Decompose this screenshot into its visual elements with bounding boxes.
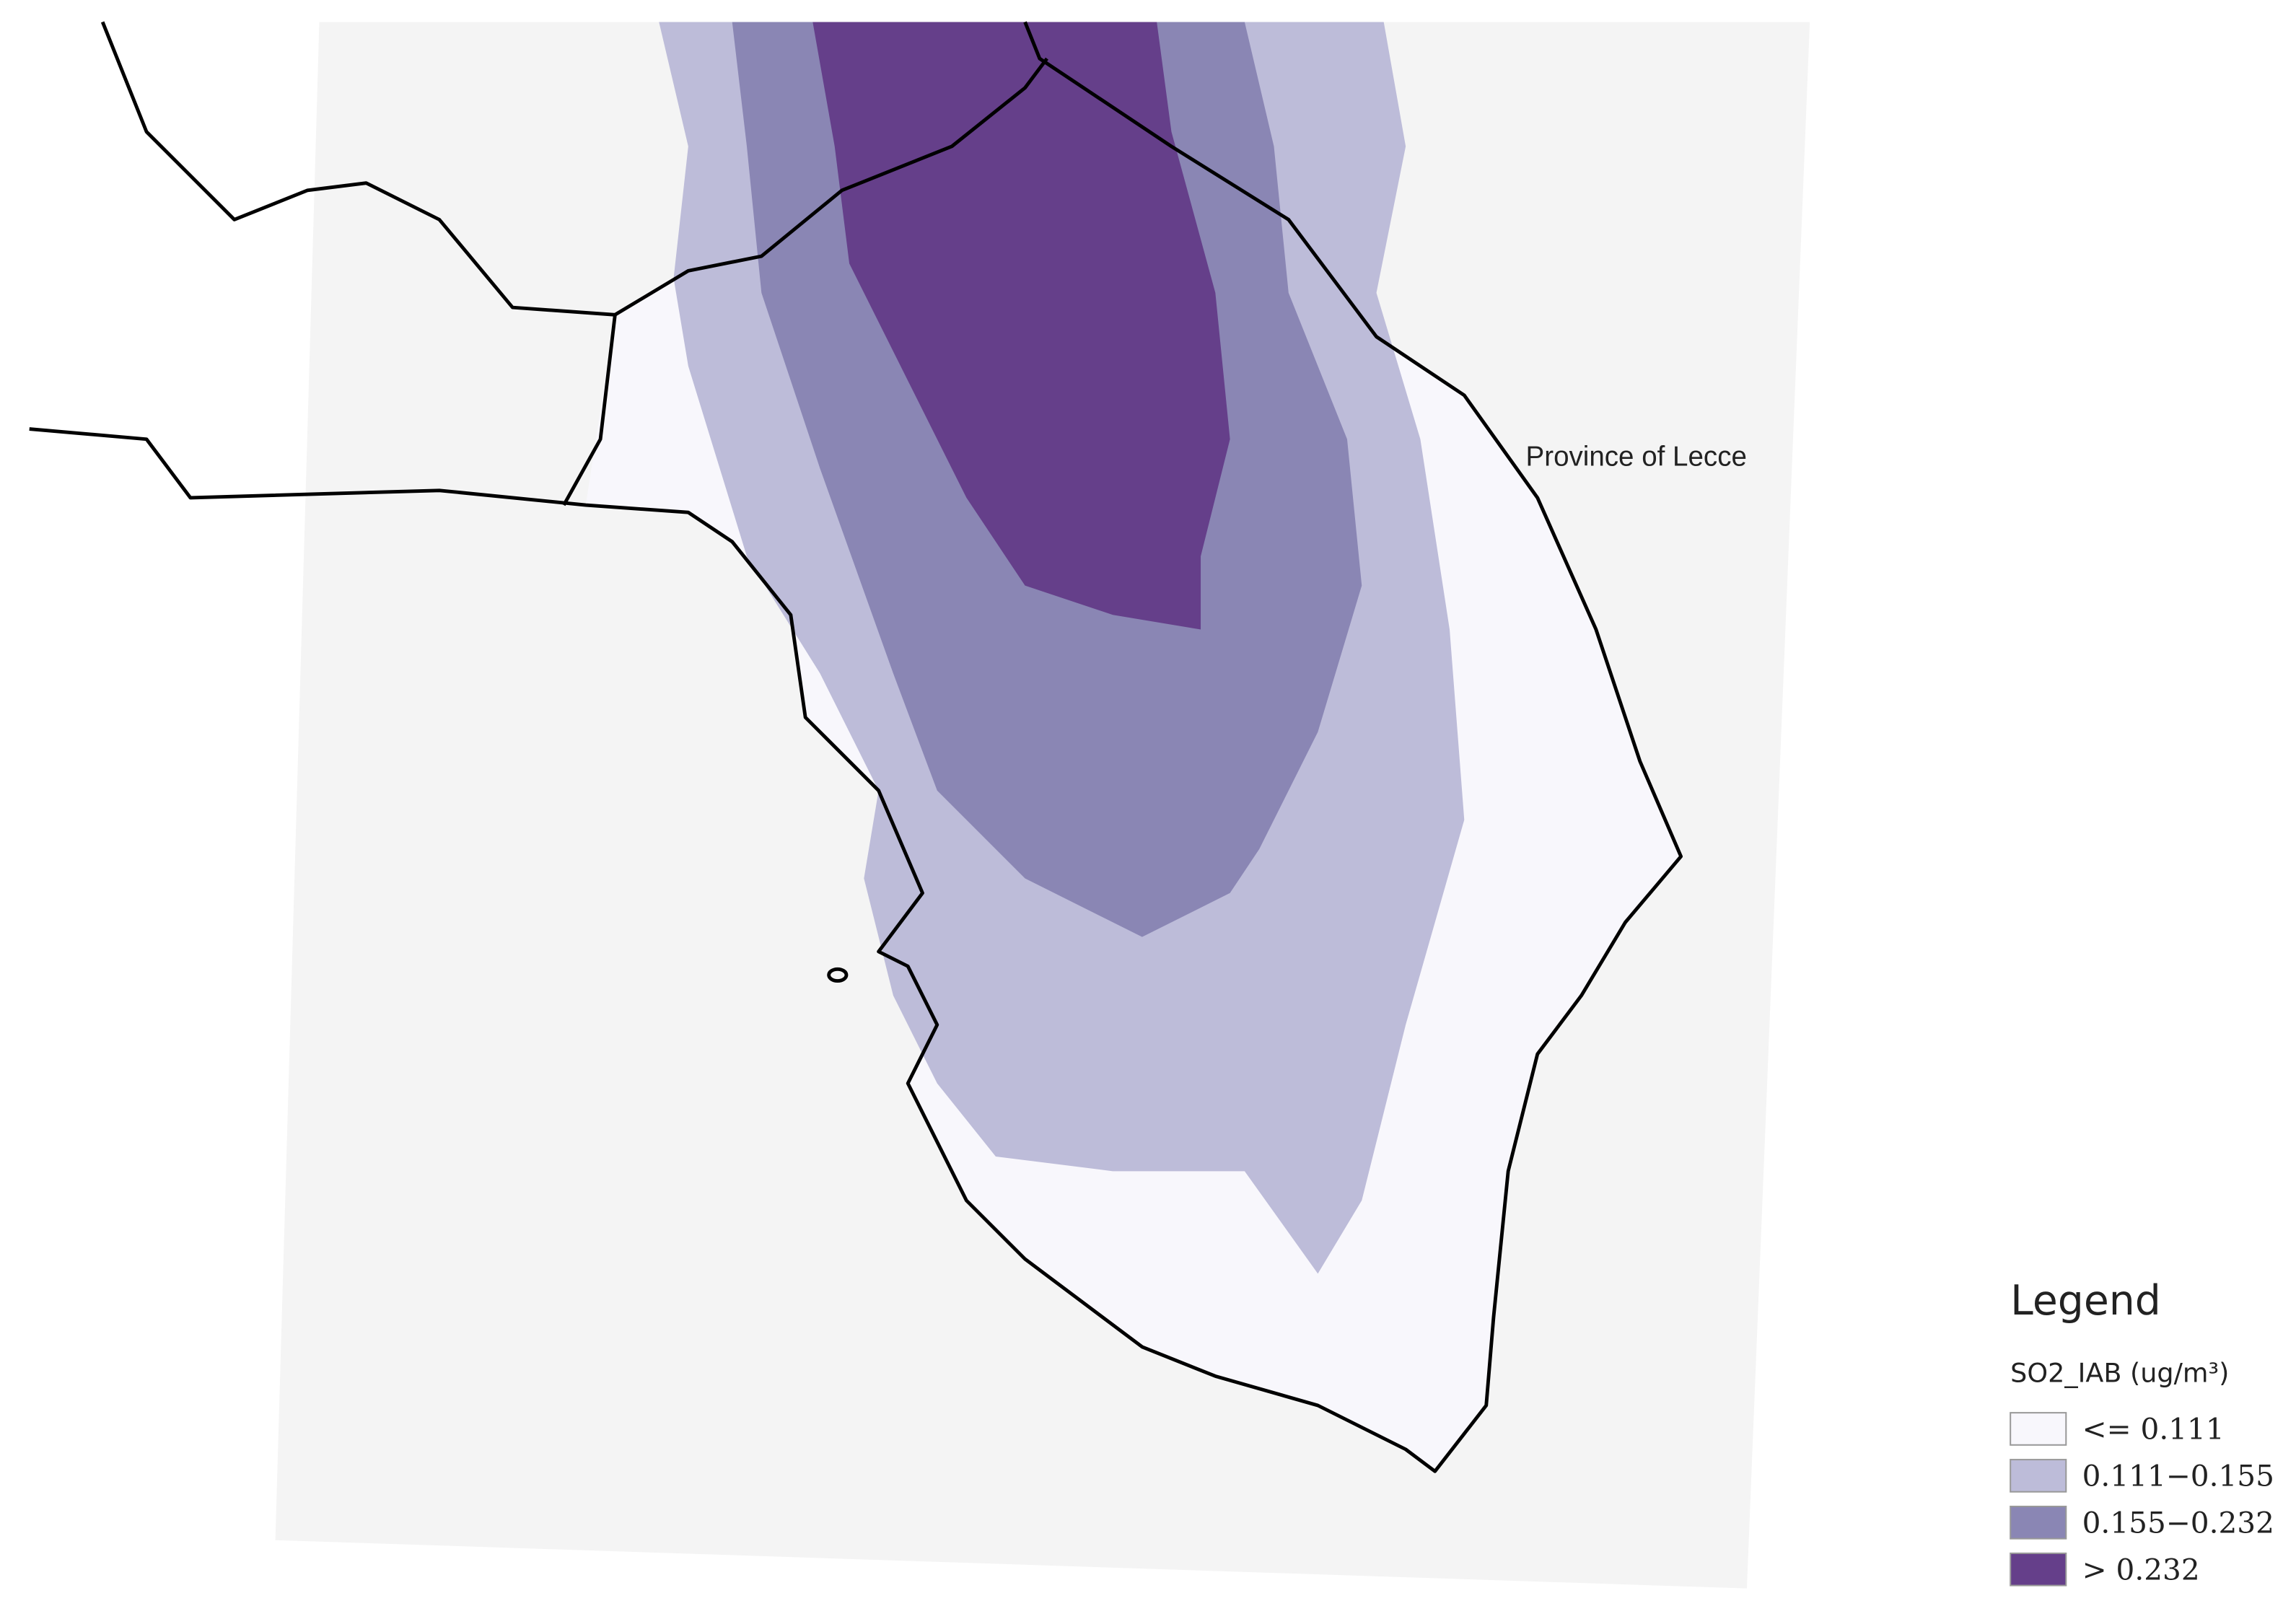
concentration-zones: [585, 22, 1681, 1472]
legend-subtitle: SO2_IAB (ug/m³): [2010, 1358, 2229, 1389]
legend-swatch: [2010, 1552, 2067, 1587]
legend-label: > 0.232: [2082, 1552, 2200, 1587]
province-border: [562, 314, 617, 506]
legend: Legend SO2_IAB (ug/m³) <= 0.111 0.111−0.1…: [2010, 1277, 2274, 1587]
legend-label: <= 0.111: [2082, 1412, 2225, 1447]
legend-title: Legend: [2010, 1277, 2161, 1325]
legend-label: 0.155−0.232: [2082, 1506, 2274, 1540]
legend-swatch: [2010, 1459, 2067, 1493]
legend-label: 0.111−0.155: [2082, 1459, 2274, 1493]
legend-swatch: [2010, 1412, 2067, 1446]
coastline: [29, 21, 1683, 1473]
island: [827, 967, 849, 983]
zone-high: [812, 22, 1230, 630]
legend-swatch: [2010, 1506, 2067, 1540]
region-label: Province of Lecce: [1526, 441, 1747, 472]
province-border: [100, 21, 1048, 317]
